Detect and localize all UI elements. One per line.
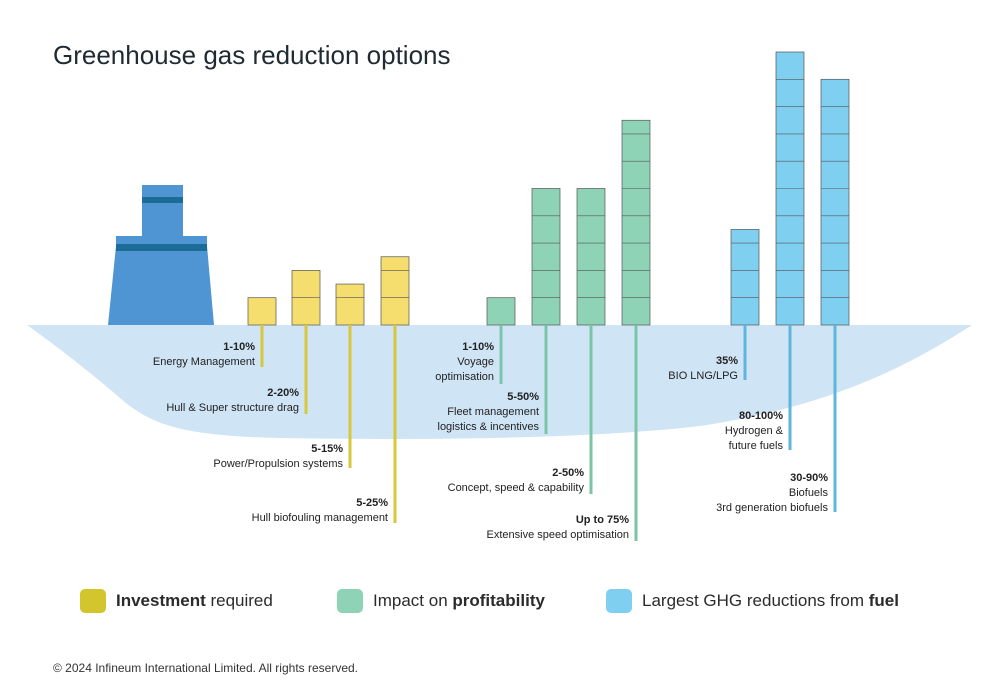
bar-label-2: 2-20% Hull & Super structure drag — [166, 387, 299, 414]
range-label: 35% — [716, 355, 738, 367]
funnel-base — [116, 236, 207, 246]
option-label: Voyage — [457, 356, 494, 368]
bar-label-11: 30-90% Biofuels 3rd generation biofuels — [716, 472, 828, 514]
option-label: optimisation — [435, 371, 494, 383]
chart-title: Greenhouse gas reduction options — [53, 40, 451, 70]
bar-rect — [820, 78, 850, 326]
bar-rect — [621, 119, 651, 326]
option-label: Energy Management — [153, 356, 255, 368]
option-label: Hydrogen & — [725, 425, 784, 437]
option-label: Power/Propulsion systems — [213, 458, 343, 470]
bar-label-7: 2-50% Concept, speed & capability — [448, 467, 585, 494]
range-label: 1-10% — [223, 341, 255, 353]
option-label: Extensive speed optimisation — [487, 529, 629, 541]
bar-label-6: 5-50% Fleet management logistics & incenti… — [438, 391, 540, 433]
range-label: 5-15% — [311, 443, 343, 455]
bar-label-4: 5-25% Hull biofouling management — [252, 497, 389, 524]
legend-label-profitability: Impact on profitability — [373, 591, 545, 610]
range-label: 5-25% — [356, 497, 388, 509]
legend-swatch-fuel — [606, 589, 632, 613]
range-label: 5-50% — [507, 391, 539, 403]
bar-label-1: 1-10% Energy Management — [153, 341, 255, 368]
bar-rect — [335, 283, 365, 326]
legend-label-investment: Investment required — [116, 591, 273, 610]
bar-label-3: 5-15% Power/Propulsion systems — [213, 443, 343, 470]
bar-rect — [531, 188, 561, 326]
bar-10 — [775, 51, 805, 326]
copyright-notice: © 2024 Infineum International Limited. A… — [53, 661, 359, 675]
funnel-stack — [142, 185, 183, 237]
labels-layer: 1-10% Energy Management 2-20% Hull & Super … — [153, 341, 829, 541]
option-label: BIO LNG/LPG — [668, 370, 738, 382]
bar-6 — [531, 188, 561, 326]
bar-rect — [730, 229, 760, 326]
range-label: 2-20% — [267, 387, 299, 399]
option-label: Hull biofouling management — [252, 512, 388, 524]
bar-rect — [576, 188, 606, 326]
option-label: logistics & incentives — [438, 421, 540, 433]
bar-label-5: 1-10% Voyage optimisation — [435, 341, 494, 383]
legend-item-profitability: Impact on profitability — [337, 588, 545, 614]
ship-funnel — [108, 185, 214, 325]
range-label: 30-90% — [790, 472, 828, 484]
bar-1 — [247, 297, 277, 326]
legend-item-investment: Investment required — [80, 588, 273, 614]
bar-7 — [576, 188, 606, 326]
range-label: Up to 75% — [576, 514, 629, 526]
bar-rect — [380, 256, 410, 326]
bar-rect — [247, 297, 277, 326]
bar-11 — [820, 78, 850, 326]
option-label: Concept, speed & capability — [448, 482, 585, 494]
option-label: Hull & Super structure drag — [166, 402, 299, 414]
range-label: 2-50% — [552, 467, 584, 479]
range-label: 1-10% — [462, 341, 494, 353]
bar-label-10: 80-100% Hydrogen & future fuels — [725, 410, 784, 452]
bar-rect — [486, 297, 516, 326]
option-label: future fuels — [729, 440, 784, 452]
option-label: Biofuels — [789, 487, 829, 499]
bar-3 — [335, 283, 365, 326]
funnel-band-bottom — [116, 244, 207, 251]
leader-lines-layer — [260, 325, 837, 541]
bar-8 — [621, 119, 651, 326]
bar-9 — [730, 229, 760, 326]
bar-label-9: 35% BIO LNG/LPG — [668, 355, 738, 382]
bars-layer — [247, 51, 850, 326]
option-label: 3rd generation biofuels — [716, 502, 828, 514]
bar-2 — [291, 270, 321, 326]
legend-label-fuel: Largest GHG reductions from fuel — [642, 591, 899, 610]
range-label: 80-100% — [739, 410, 783, 422]
bar-label-8: Up to 75% Extensive speed optimisation — [487, 514, 630, 541]
legend-swatch-profitability — [337, 589, 363, 613]
legend-item-fuel: Largest GHG reductions from fuel — [606, 588, 899, 614]
bar-4 — [380, 256, 410, 326]
option-label: Fleet management — [447, 406, 539, 418]
legend-swatch-investment — [80, 589, 106, 613]
funnel-band-top — [142, 197, 183, 203]
bar-5 — [486, 297, 516, 326]
funnel-skirt — [108, 246, 214, 325]
